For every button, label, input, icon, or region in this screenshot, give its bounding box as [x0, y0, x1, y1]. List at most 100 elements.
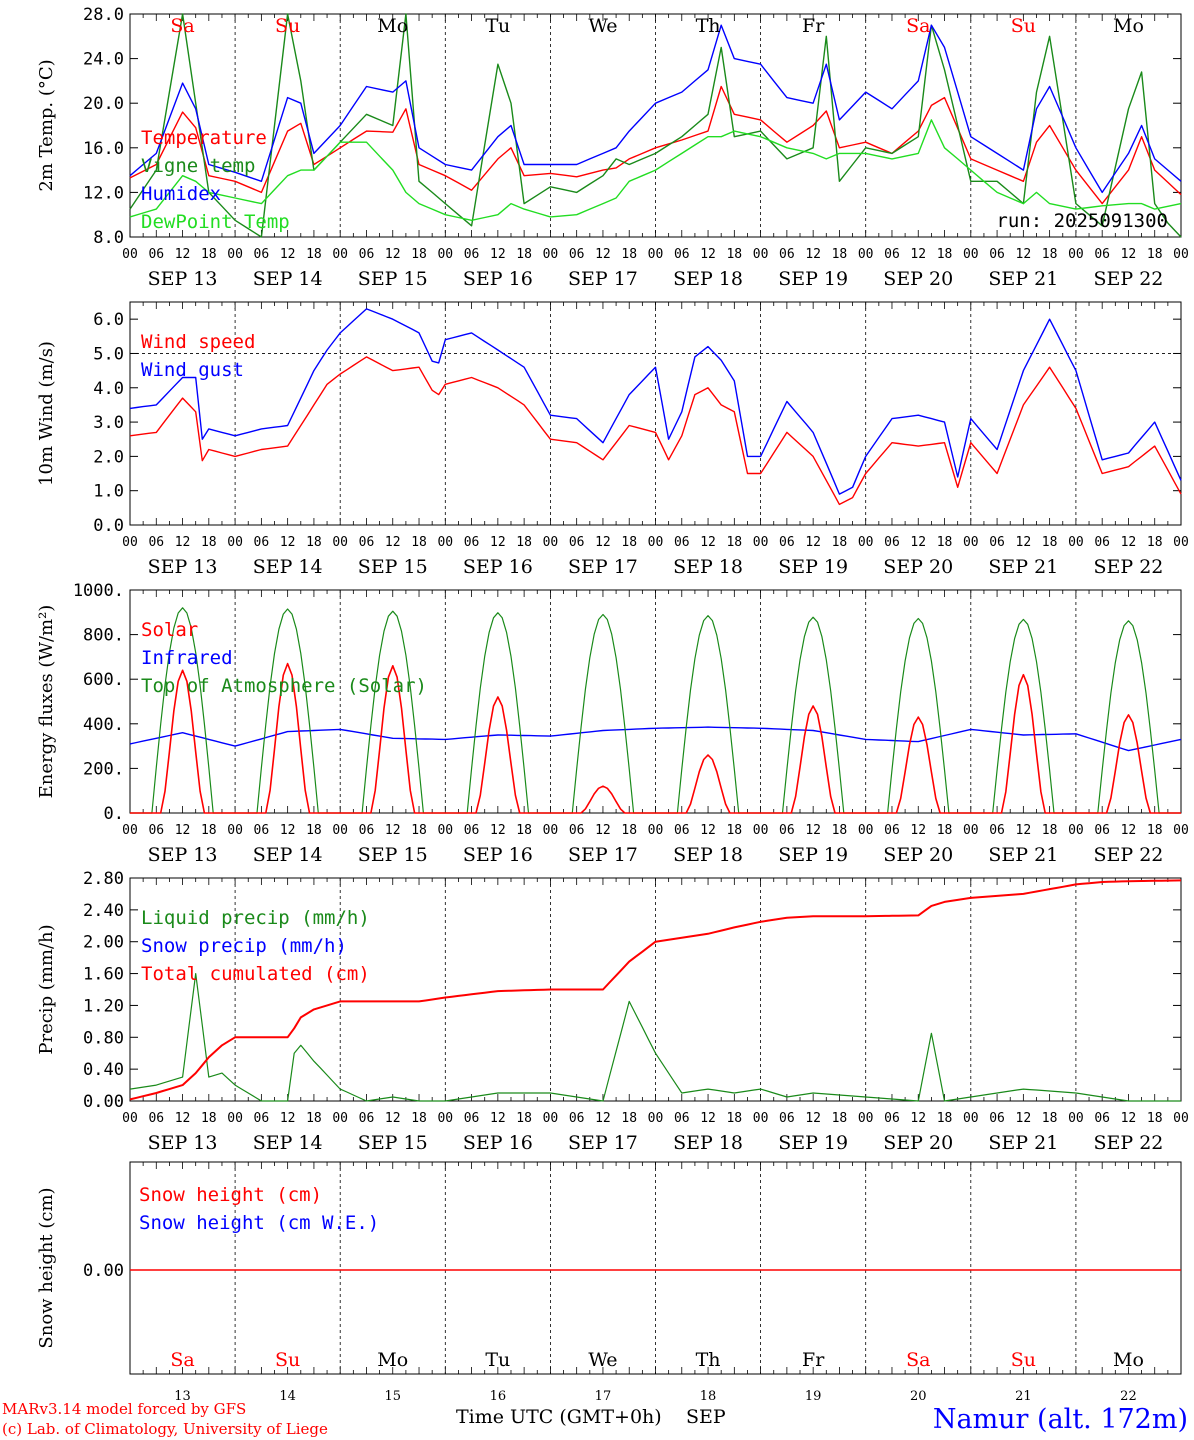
hour-label: 06 [989, 823, 1005, 838]
hour-label: 18 [306, 1111, 322, 1126]
hour-label: 12 [595, 1111, 611, 1126]
hour-label: 00 [648, 823, 664, 838]
hour-label: 18 [1042, 535, 1058, 550]
day-of-week-label: Sa [906, 1349, 930, 1371]
day-of-week-label: Fr [802, 1349, 825, 1371]
hour-label: 00 [963, 823, 979, 838]
x-axis-label: Time UTC (GMT+0h) [456, 1406, 662, 1428]
date-label: SEP 15 [358, 844, 428, 866]
hour-label: 18 [1147, 1111, 1163, 1126]
legend-entry: Infrared [141, 647, 233, 669]
hour-label: 12 [175, 823, 191, 838]
infrared-line [129, 726, 1182, 752]
y-tick-label: 4.0 [93, 379, 124, 399]
day-of-week-label: Su [275, 1349, 300, 1371]
hour-label: 06 [989, 535, 1005, 550]
day-of-week-label: Mo [377, 15, 408, 37]
hour-label: 12 [910, 1111, 926, 1126]
hour-label: 12 [1121, 1111, 1137, 1126]
hour-label: 12 [1121, 247, 1137, 262]
hour-label: 18 [516, 1111, 532, 1126]
hour-label: 06 [148, 823, 164, 838]
hour-label: 12 [595, 823, 611, 838]
hour-label: 00 [858, 823, 874, 838]
hour-label: 12 [910, 535, 926, 550]
date-label: SEP 22 [1094, 1132, 1164, 1154]
hour-label: 00 [543, 535, 559, 550]
y-tick-label: 200. [83, 759, 124, 779]
hour-label: 00 [858, 535, 874, 550]
hour-label: 18 [726, 823, 742, 838]
date-label: SEP 21 [988, 844, 1058, 866]
hour-label: 06 [254, 1111, 270, 1126]
hour-label: 18 [621, 823, 637, 838]
station-name: Namur (alt. 172m) [933, 1404, 1188, 1435]
legend-entry: Solar [141, 619, 198, 641]
hour-label: 00 [858, 1111, 874, 1126]
hour-label: 06 [359, 1111, 375, 1126]
hour-label: 00 [227, 535, 243, 550]
hour-label: 12 [700, 247, 716, 262]
hour-label: 18 [1147, 823, 1163, 838]
day-of-week-label: Th [696, 15, 721, 37]
hour-label: 00 [1173, 535, 1189, 550]
day-of-week-label: Su [275, 15, 300, 37]
date-label: SEP 13 [148, 556, 218, 578]
date-label: SEP 19 [778, 268, 848, 290]
legend-entry: Top of Atmosphere (Solar) [141, 675, 427, 697]
hour-label: 00 [332, 535, 348, 550]
hour-label: 18 [306, 823, 322, 838]
y-tick-label: 0.40 [83, 1060, 124, 1080]
date-label: SEP 16 [463, 1132, 533, 1154]
day-of-week-label: Tu [485, 15, 510, 37]
y-tick-label: 16.0 [83, 139, 124, 159]
hour-label: 12 [385, 1111, 401, 1126]
hour-label: 06 [989, 247, 1005, 262]
y-tick-label: 6.0 [93, 310, 124, 330]
hour-label: 00 [332, 1111, 348, 1126]
hour-label: 06 [464, 535, 480, 550]
hour-label: 18 [832, 1111, 848, 1126]
plot-frame [129, 301, 1182, 526]
hour-label: 06 [569, 1111, 585, 1126]
hour-label: 12 [805, 535, 821, 550]
hour-label: 06 [884, 247, 900, 262]
hour-label: 12 [700, 535, 716, 550]
hour-label: 12 [175, 247, 191, 262]
hour-label: 06 [674, 823, 690, 838]
legend-entry: Liquid precip (mm/h) [141, 907, 370, 929]
y-tick-label: 0. [104, 804, 124, 824]
date-label: SEP 13 [148, 1132, 218, 1154]
date-label: SEP 17 [568, 1132, 638, 1154]
series-line [129, 13, 1182, 238]
hour-label: 18 [1147, 535, 1163, 550]
hour-label: 18 [1042, 247, 1058, 262]
day-of-week-label: Sa [906, 15, 930, 37]
date-label: SEP 14 [253, 556, 323, 578]
hour-label: 18 [726, 247, 742, 262]
hour-label: 00 [753, 823, 769, 838]
hour-label: 06 [359, 247, 375, 262]
precip-panel: 00 06 12 18 SEP 13 00 06 12 18 SEP 14 00 06 12 18 SEP … [36, 869, 1189, 1154]
series-line [129, 879, 1182, 1101]
y-tick-label: 8.0 [93, 228, 124, 248]
hour-label: 12 [385, 247, 401, 262]
day-of-week-label: Mo [1113, 15, 1144, 37]
day-of-week-label: Fr [802, 15, 825, 37]
hour-label: 18 [726, 535, 742, 550]
hour-label: 00 [648, 535, 664, 550]
hour-label: 00 [1173, 1111, 1189, 1126]
hour-label: 06 [569, 535, 585, 550]
hour-label: 06 [148, 247, 164, 262]
hour-label: 06 [989, 1111, 1005, 1126]
hour-label: 12 [700, 1111, 716, 1126]
y-tick-label: 28.0 [83, 5, 124, 25]
hour-label: 18 [201, 823, 217, 838]
y-tick-label: 2.80 [83, 869, 124, 889]
hour-label: 18 [726, 1111, 742, 1126]
date-label: SEP 15 [358, 268, 428, 290]
day-of-week-label: Sa [170, 1349, 194, 1371]
legend-entry: Snow precip (mm/h) [141, 935, 347, 957]
hour-label: 00 [1068, 535, 1084, 550]
hour-label: 18 [1042, 823, 1058, 838]
